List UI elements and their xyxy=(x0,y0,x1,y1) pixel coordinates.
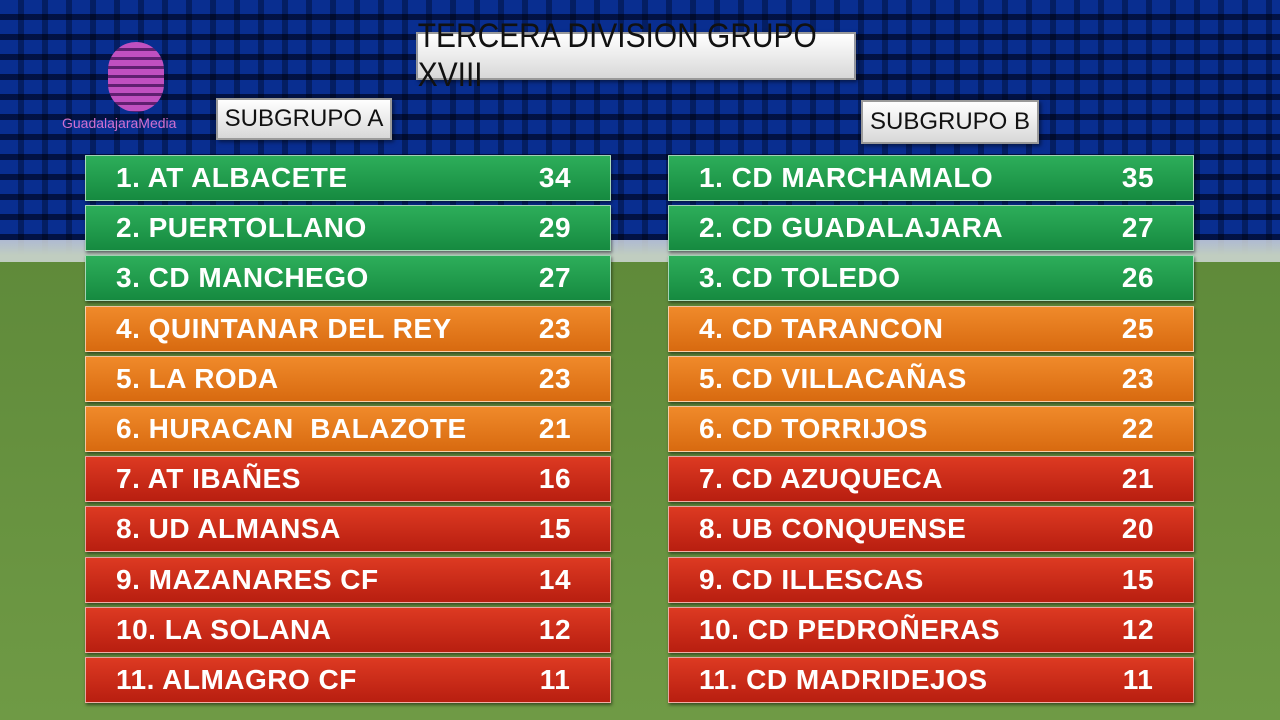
standing-row: 7. AT IBAÑES 16 xyxy=(85,456,611,503)
standing-row: 10. LA SOLANA 12 xyxy=(85,606,611,653)
points: 27 xyxy=(1121,212,1155,244)
standing-row: 11. CD MADRIDEJOS 11 xyxy=(668,656,1194,703)
logo-icon xyxy=(108,42,164,112)
standing-row: 6. HURACAN BALAZOTE 21 xyxy=(85,405,611,452)
points: 27 xyxy=(538,262,572,294)
team-name: 10. LA SOLANA xyxy=(116,613,332,645)
subgroup-label: SUBGRUPO A xyxy=(216,98,392,140)
standing-row: 1. CD MARCHAMALO 35 xyxy=(668,155,1194,201)
points: 12 xyxy=(538,613,572,645)
points: 23 xyxy=(538,312,572,344)
points: 23 xyxy=(1121,362,1155,394)
team-name: 10. CD PEDROÑERAS xyxy=(699,613,1001,645)
points: 25 xyxy=(1121,312,1155,344)
team-name: 9. MAZANARES CF xyxy=(116,563,379,595)
standing-row: 9. MAZANARES CF 14 xyxy=(85,556,611,603)
standing-row: 8. UB CONQUENSE 20 xyxy=(668,506,1194,553)
standing-row: 5. CD VILLACAÑAS 23 xyxy=(668,355,1194,402)
team-name: 4. CD TARANCON xyxy=(699,312,944,344)
standings-table: 1. AT ALBACETE 34 2. PUERTOLLANO 29 3. CD MA… xyxy=(85,155,611,707)
standing-row: 8. UD ALMANSA 15 xyxy=(85,506,611,553)
team-name: 4. QUINTANAR DEL REY xyxy=(116,312,452,344)
team-name: 7. AT IBAÑES xyxy=(116,463,301,495)
points: 21 xyxy=(1121,463,1155,495)
points: 16 xyxy=(538,463,572,495)
team-name: 2. PUERTOLLANO xyxy=(116,212,367,244)
team-name: 6. CD TORRIJOS xyxy=(699,412,928,444)
standing-row: 10. CD PEDROÑERAS 12 xyxy=(668,606,1194,653)
team-name: 1. AT ALBACETE xyxy=(116,162,348,193)
points: 11 xyxy=(539,663,571,695)
points: 11 xyxy=(1122,663,1154,695)
team-name: 11. CD MADRIDEJOS xyxy=(699,663,988,695)
team-name: 1. CD MARCHAMALO xyxy=(699,162,994,193)
team-name: 3. CD MANCHEGO xyxy=(116,262,369,294)
team-name: 5. LA RODA xyxy=(116,362,279,394)
subgroup-label: SUBGRUPO B xyxy=(861,100,1039,144)
team-name: 8. UD ALMANSA xyxy=(116,513,341,545)
team-name: 5. CD VILLACAÑAS xyxy=(699,362,967,394)
points: 29 xyxy=(538,212,572,244)
points: 15 xyxy=(538,513,572,545)
points: 21 xyxy=(538,412,572,444)
standings-table: 1. CD MARCHAMALO 35 2. CD GUADALAJARA 27 3. … xyxy=(668,155,1194,707)
team-name: 3. CD TOLEDO xyxy=(699,262,901,294)
team-name: 9. CD ILLESCAS xyxy=(699,563,924,595)
points: 23 xyxy=(538,362,572,394)
points: 20 xyxy=(1121,513,1155,545)
team-name: 11. ALMAGRO CF xyxy=(116,663,357,695)
points: 15 xyxy=(1121,563,1155,595)
standing-row: 1. AT ALBACETE 34 xyxy=(85,155,611,201)
standing-row: 6. CD TORRIJOS 22 xyxy=(668,405,1194,452)
points: 14 xyxy=(538,563,572,595)
standing-row: 9. CD ILLESCAS 15 xyxy=(668,556,1194,603)
points: 34 xyxy=(538,162,572,193)
team-name: 6. HURACAN BALAZOTE xyxy=(116,412,467,444)
standing-row: 11. ALMAGRO CF 11 xyxy=(85,656,611,703)
title: TERCERA DIVISION GRUPO XVIII xyxy=(416,17,856,94)
standing-row: 7. CD AZUQUECA 21 xyxy=(668,456,1194,503)
team-name: 8. UB CONQUENSE xyxy=(699,513,967,545)
team-name: 7. CD AZUQUECA xyxy=(699,463,943,495)
standing-row: 2. CD GUADALAJARA 27 xyxy=(668,205,1194,252)
standing-row: 4. QUINTANAR DEL REY 23 xyxy=(85,305,611,352)
points: 35 xyxy=(1121,162,1155,193)
team-name: 2. CD GUADALAJARA xyxy=(699,212,1004,244)
points: 12 xyxy=(1121,613,1155,645)
standing-row: 2. PUERTOLLANO 29 xyxy=(85,205,611,252)
standing-row: 3. CD MANCHEGO 27 xyxy=(85,255,611,302)
logo-text: GuadalajaraMedia xyxy=(62,115,177,131)
standing-row: 5. LA RODA 23 xyxy=(85,355,611,402)
points: 26 xyxy=(1121,262,1155,294)
standing-row: 3. CD TOLEDO 26 xyxy=(668,255,1194,302)
standing-row: 4. CD TARANCON 25 xyxy=(668,305,1194,352)
points: 22 xyxy=(1121,412,1155,444)
